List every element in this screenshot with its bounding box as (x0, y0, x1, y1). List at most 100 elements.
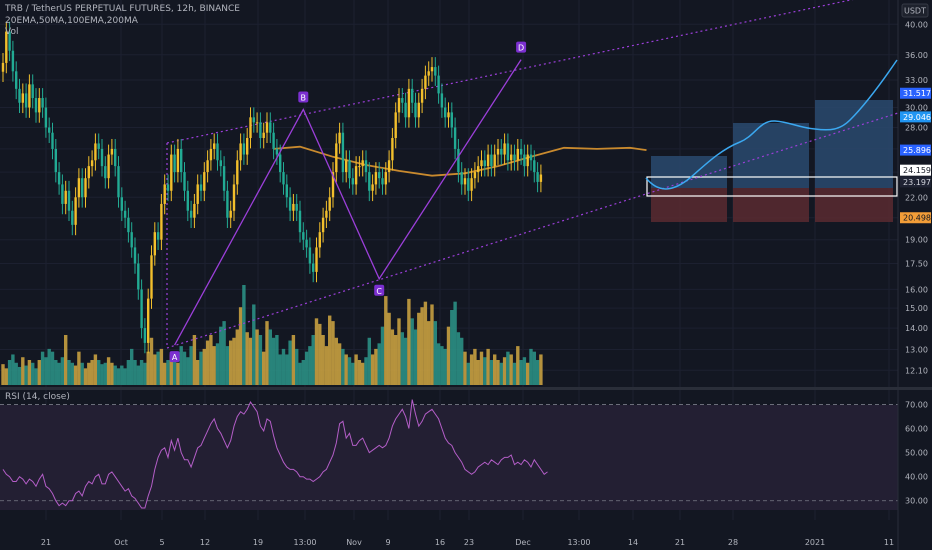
price-tick-label: 30.00 (905, 104, 928, 113)
rsi-tick-label: 60.00 (905, 425, 928, 434)
candle-body (209, 148, 213, 161)
candle-body (503, 143, 506, 155)
volume-bar (238, 307, 243, 385)
volume-legend[interactable]: Vol (5, 27, 19, 37)
rsi-legend[interactable]: RSI (14, close) (5, 392, 70, 402)
price-tag-box (900, 111, 931, 123)
volume-bar (473, 348, 477, 385)
candle-body (539, 174, 543, 182)
candle-body (140, 289, 143, 329)
volume-bar (479, 351, 484, 385)
volume-bar (182, 351, 187, 385)
volume-bar (288, 340, 292, 385)
pane-separator[interactable] (0, 387, 932, 390)
candle-body (51, 132, 54, 149)
candle-body (180, 148, 183, 173)
candle-body (183, 172, 186, 191)
candle-body (368, 172, 371, 191)
candle-body (34, 98, 38, 113)
price-tag-box (900, 144, 931, 156)
volume-bar (153, 354, 157, 385)
candle-body (434, 67, 437, 76)
volume-bar (1, 364, 5, 385)
volume-bar (285, 354, 289, 385)
volume-bar (106, 357, 111, 385)
volume-bar (31, 362, 35, 385)
currency-badge[interactable] (901, 3, 929, 18)
price-tags: 31.517 29.046 25.896 24.159 23.197 20.498 (900, 87, 931, 224)
volume-bar (367, 337, 371, 385)
candle-body (189, 210, 193, 218)
candle-body (81, 178, 84, 198)
candle-body (407, 88, 411, 118)
volume-bar (410, 318, 414, 385)
candle-body (440, 93, 444, 108)
volume-bar (466, 362, 470, 385)
rsi-axis-ticks[interactable]: 30.00 40.00 50.00 60.00 70.00 (905, 400, 928, 505)
volume-bar (255, 329, 259, 385)
currency-label: USDT (904, 7, 926, 16)
candle-body (331, 172, 335, 198)
volume-bar (384, 296, 388, 385)
volume-bar (308, 346, 312, 385)
indicator-legend[interactable]: 20EMA,50MA,100EMA,200MA (5, 16, 138, 26)
channel-lines (166, 0, 899, 349)
volume-bar (215, 343, 220, 385)
candles (1, 21, 543, 354)
volume-bar (407, 298, 411, 385)
candle-body (305, 239, 308, 248)
volume-bar (413, 329, 418, 385)
candle-body (5, 31, 8, 63)
volume-bar (262, 351, 266, 385)
candle-body (222, 166, 226, 191)
time-axis-ticks[interactable]: 21 Oct 5 12 19 13:00 Nov 9 16 23 Dec 13:00 14 21 28 202… (41, 538, 894, 547)
volume-bar (110, 362, 114, 385)
candle-body (176, 148, 180, 173)
candle-body (312, 263, 315, 272)
candle-body (348, 160, 351, 179)
volume-bar (499, 362, 503, 385)
candle-body (397, 98, 401, 113)
volume-bar (304, 351, 309, 385)
candle-body (394, 112, 397, 139)
volume-bar (436, 343, 441, 385)
candle-body (11, 50, 15, 72)
candle-body (536, 172, 539, 182)
price-tag-box (900, 176, 931, 188)
price-tag-label: 23.197 (903, 178, 931, 187)
time-tick-label: 13:00 (293, 538, 316, 547)
volume-bar (516, 346, 520, 385)
candle-body (341, 132, 345, 173)
candle-body (219, 160, 222, 167)
rsi-grid (0, 404, 898, 502)
volume-bar (156, 351, 160, 385)
candle-body (196, 184, 199, 204)
pattern-point-labels: A B C D (169, 41, 527, 363)
candle-body (206, 160, 209, 173)
candle-body (252, 117, 255, 123)
candle-body (163, 184, 166, 204)
channel-upper (166, 0, 854, 144)
volume-bar (347, 357, 352, 385)
volume-bar (248, 337, 253, 385)
pattern-label-box (298, 91, 309, 103)
candle-body (506, 143, 510, 161)
volume-bar (159, 348, 164, 385)
candle-body (519, 148, 523, 155)
symbol-title[interactable]: TRB / TetherUS PERPETUAL FUTURES, 12h, B… (5, 4, 240, 14)
price-tick-label: 33.00 (905, 76, 928, 85)
volume-bar (301, 360, 305, 385)
volume-bar (60, 357, 65, 385)
time-tick-label: 23 (464, 538, 474, 547)
volume-bar (506, 351, 510, 385)
volume-bar (364, 357, 368, 385)
volume-bar (199, 351, 203, 385)
volume-bars (1, 285, 543, 385)
candle-body (117, 166, 120, 198)
candle-body (67, 190, 71, 211)
candle-body (186, 190, 189, 211)
candle-body (61, 184, 64, 204)
candle-body (236, 160, 239, 185)
volume-bar (453, 301, 457, 385)
rsi-tick-label: 40.00 (905, 473, 928, 482)
